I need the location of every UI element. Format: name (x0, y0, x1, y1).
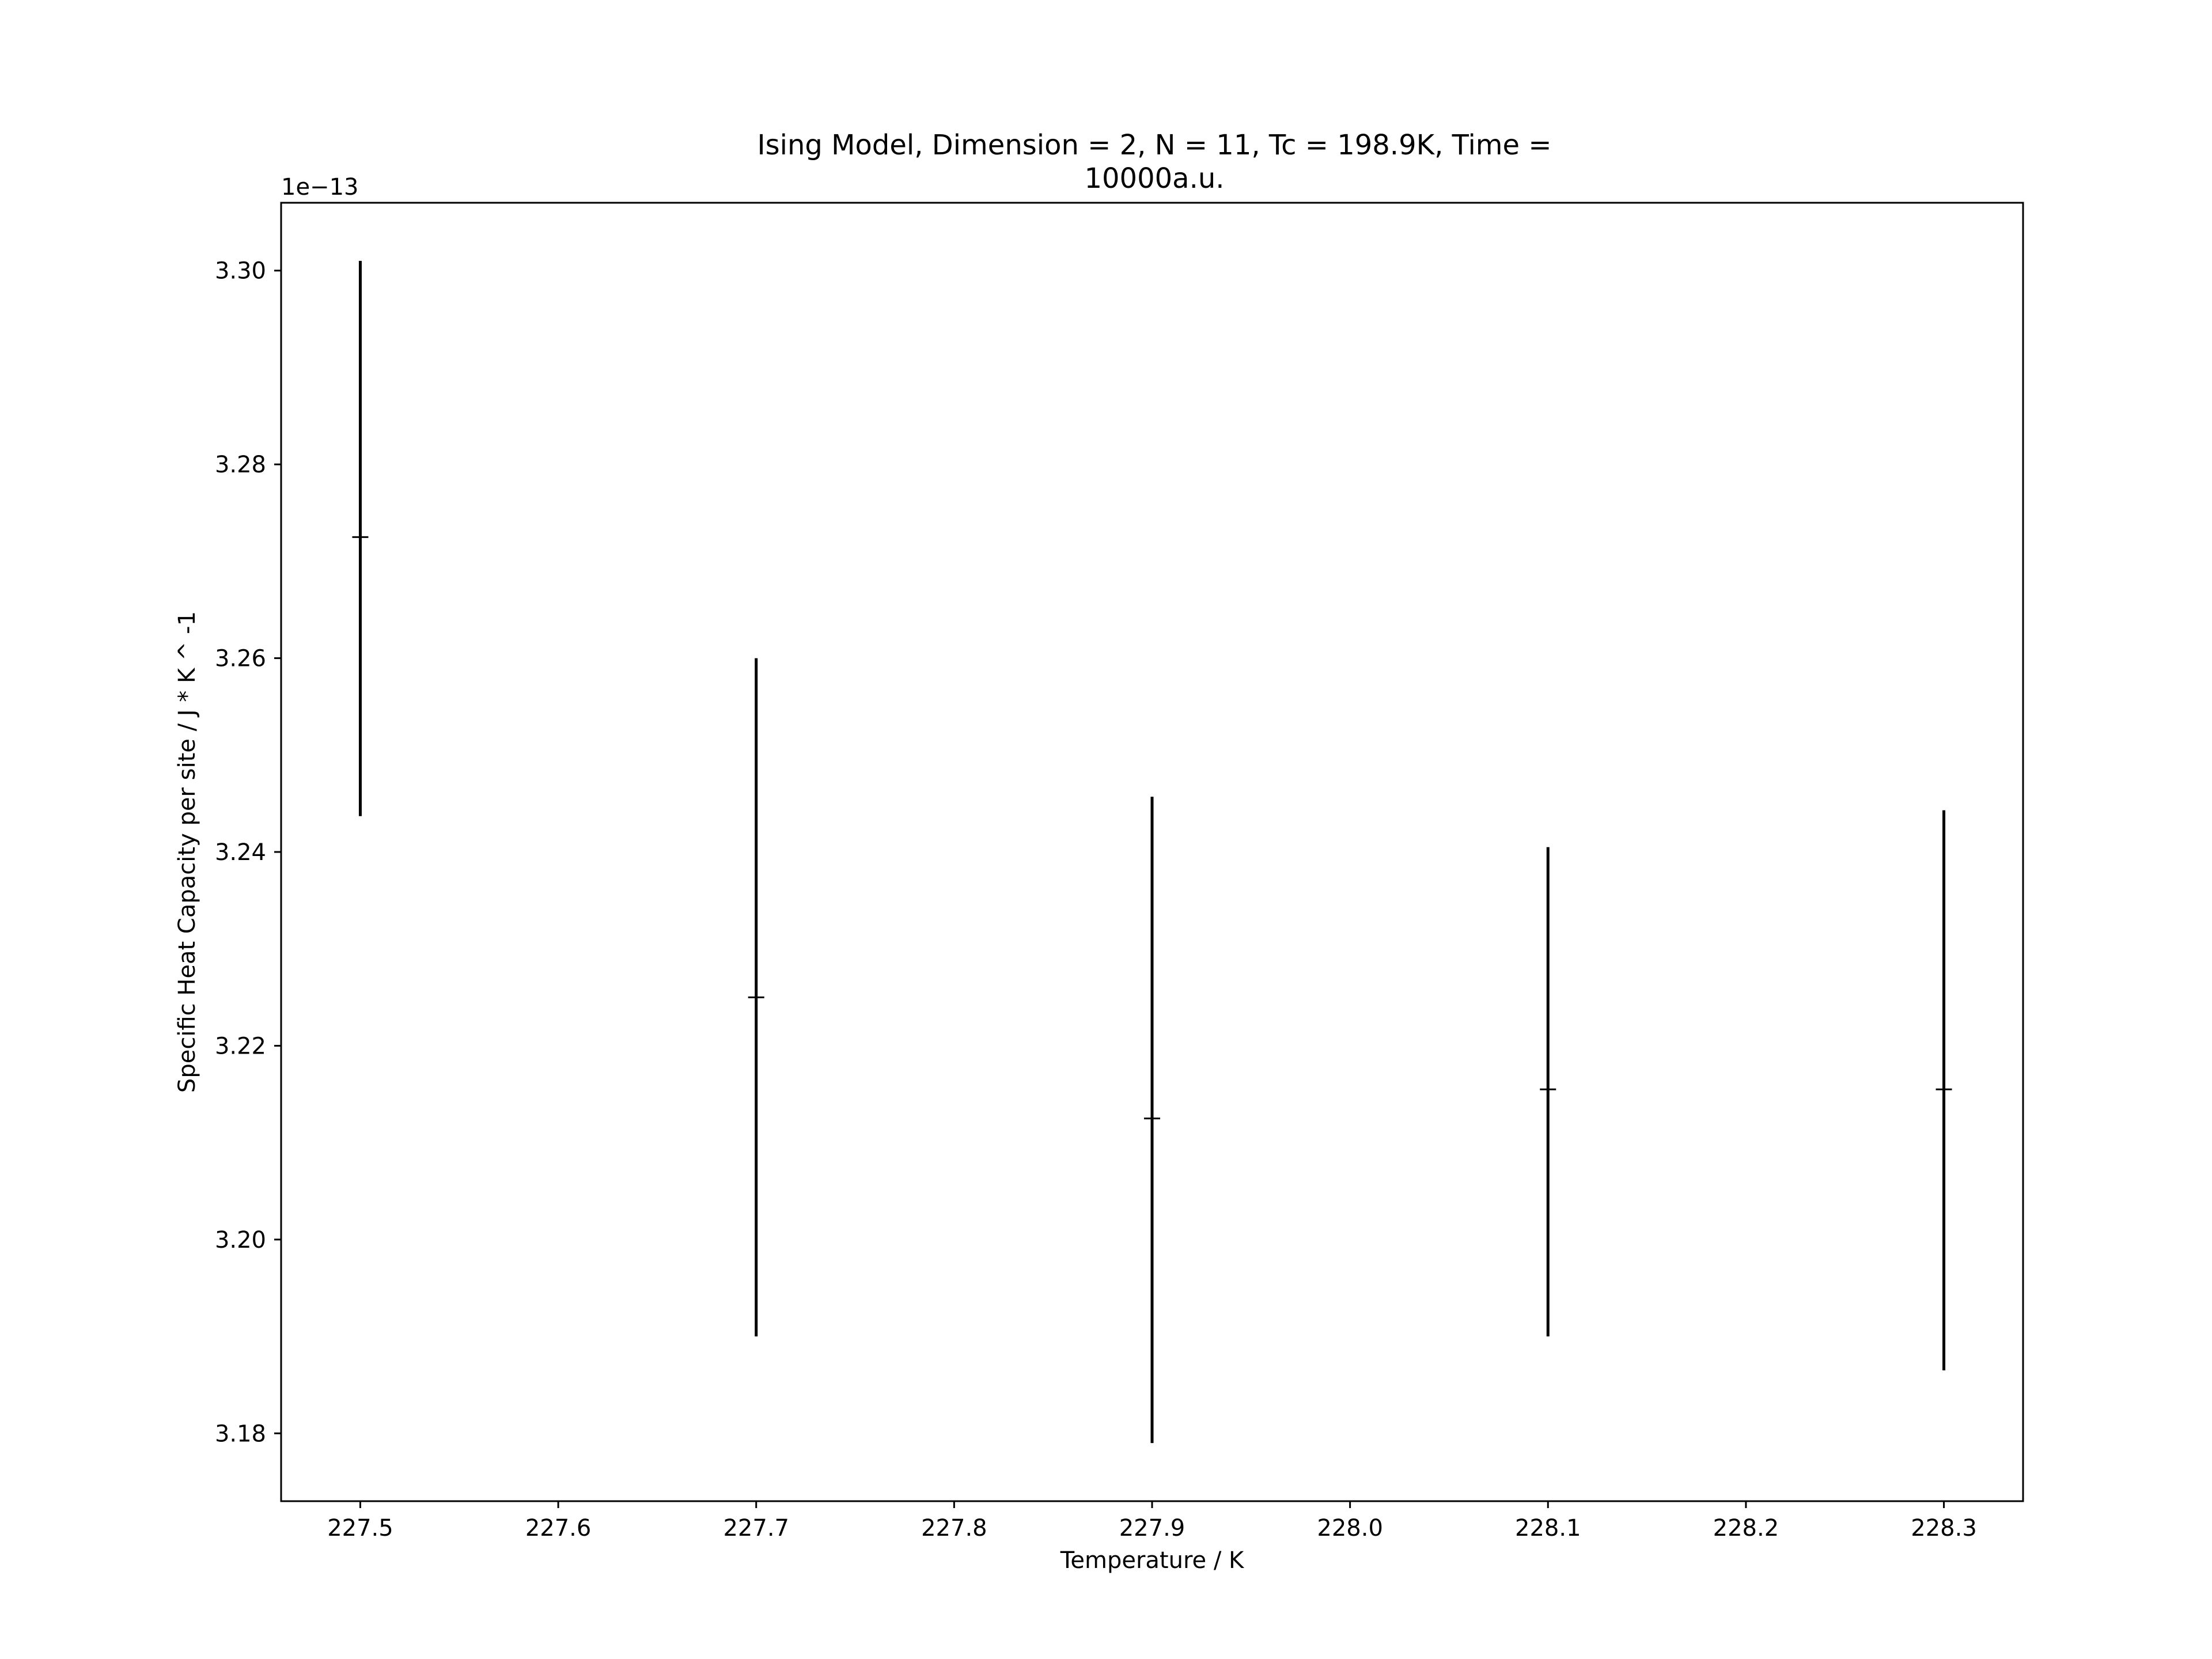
y-tick-label: 3.22 (215, 1033, 266, 1059)
x-axis-label: Temperature / K (1060, 1547, 1245, 1574)
plot-area-frame (280, 202, 2024, 1502)
chart-title-line-2: 10000a.u. (1084, 162, 1224, 195)
x-tick-label: 227.8 (921, 1515, 987, 1541)
y-tick-label: 3.30 (215, 258, 266, 285)
y-axis-label: Specific Heat Capacity per site / J * K … (174, 611, 200, 1093)
x-tick-label: 227.7 (723, 1515, 789, 1541)
errorbar-series (352, 260, 1952, 1444)
y-offset-label: 1e−13 (281, 174, 358, 200)
x-axis-ticks: 227.5 227.6 227.7 227.8 227.9 228.0 228.1 228.2… (327, 1501, 1977, 1541)
y-axis-ticks: 3.18 3.20 3.22 3.24 3.26 3.28 3.30 (215, 258, 281, 1447)
x-tick-label: 228.0 (1317, 1515, 1383, 1541)
x-tick-label: 228.1 (1515, 1515, 1581, 1541)
y-tick-label: 3.28 (215, 452, 266, 478)
x-tick-label: 227.5 (327, 1515, 393, 1541)
y-tick-label: 3.26 (215, 646, 266, 672)
x-tick-label: 227.6 (525, 1515, 592, 1541)
y-tick-label: 3.24 (215, 839, 266, 866)
y-tick-label: 3.20 (215, 1227, 266, 1253)
x-tick-label: 228.2 (1713, 1515, 1779, 1541)
chart-title-line-1: Ising Model, Dimension = 2, N = 11, Tc =… (757, 129, 1551, 161)
x-tick-label: 228.3 (1911, 1515, 1977, 1541)
y-tick-label: 3.18 (215, 1421, 266, 1447)
x-tick-label: 227.9 (1119, 1515, 1185, 1541)
